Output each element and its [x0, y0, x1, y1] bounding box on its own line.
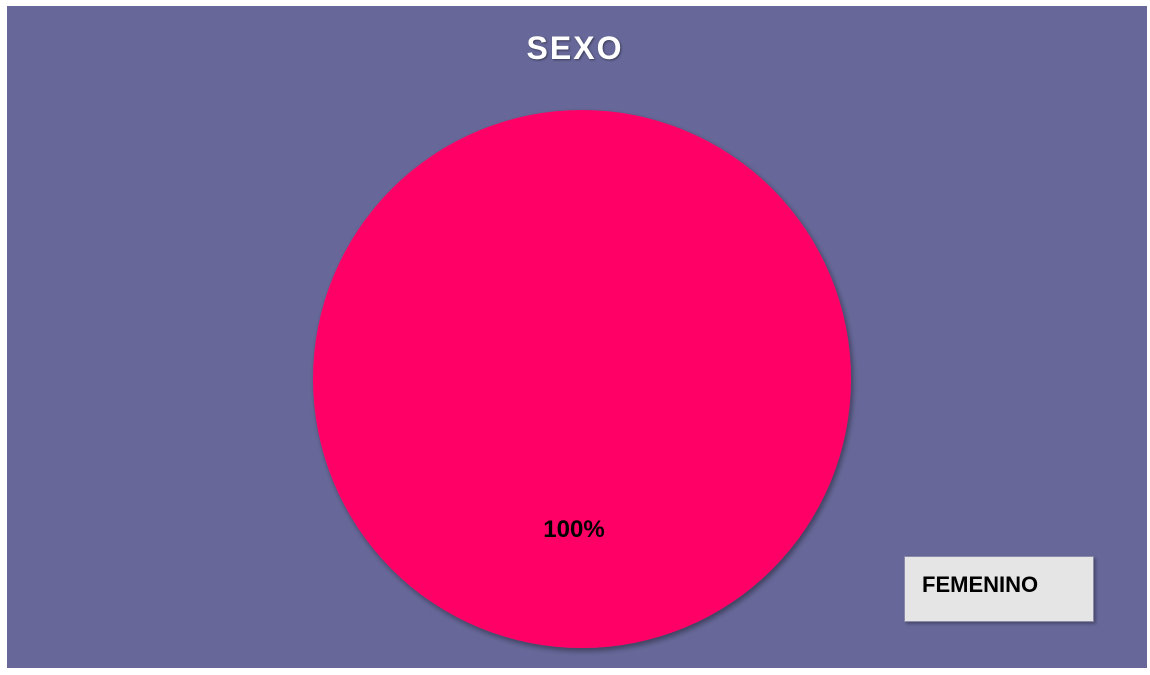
- pie-slices: [313, 110, 851, 648]
- pie-data-labels: 100%: [543, 516, 604, 543]
- pie-slice-femenino: [313, 110, 851, 648]
- chart-title: SEXO: [526, 30, 624, 66]
- legend-entry-femenino: FEMENINO: [922, 572, 1039, 597]
- legend: FEMENINO: [904, 556, 1094, 622]
- data-label-femenino: 100%: [543, 516, 604, 543]
